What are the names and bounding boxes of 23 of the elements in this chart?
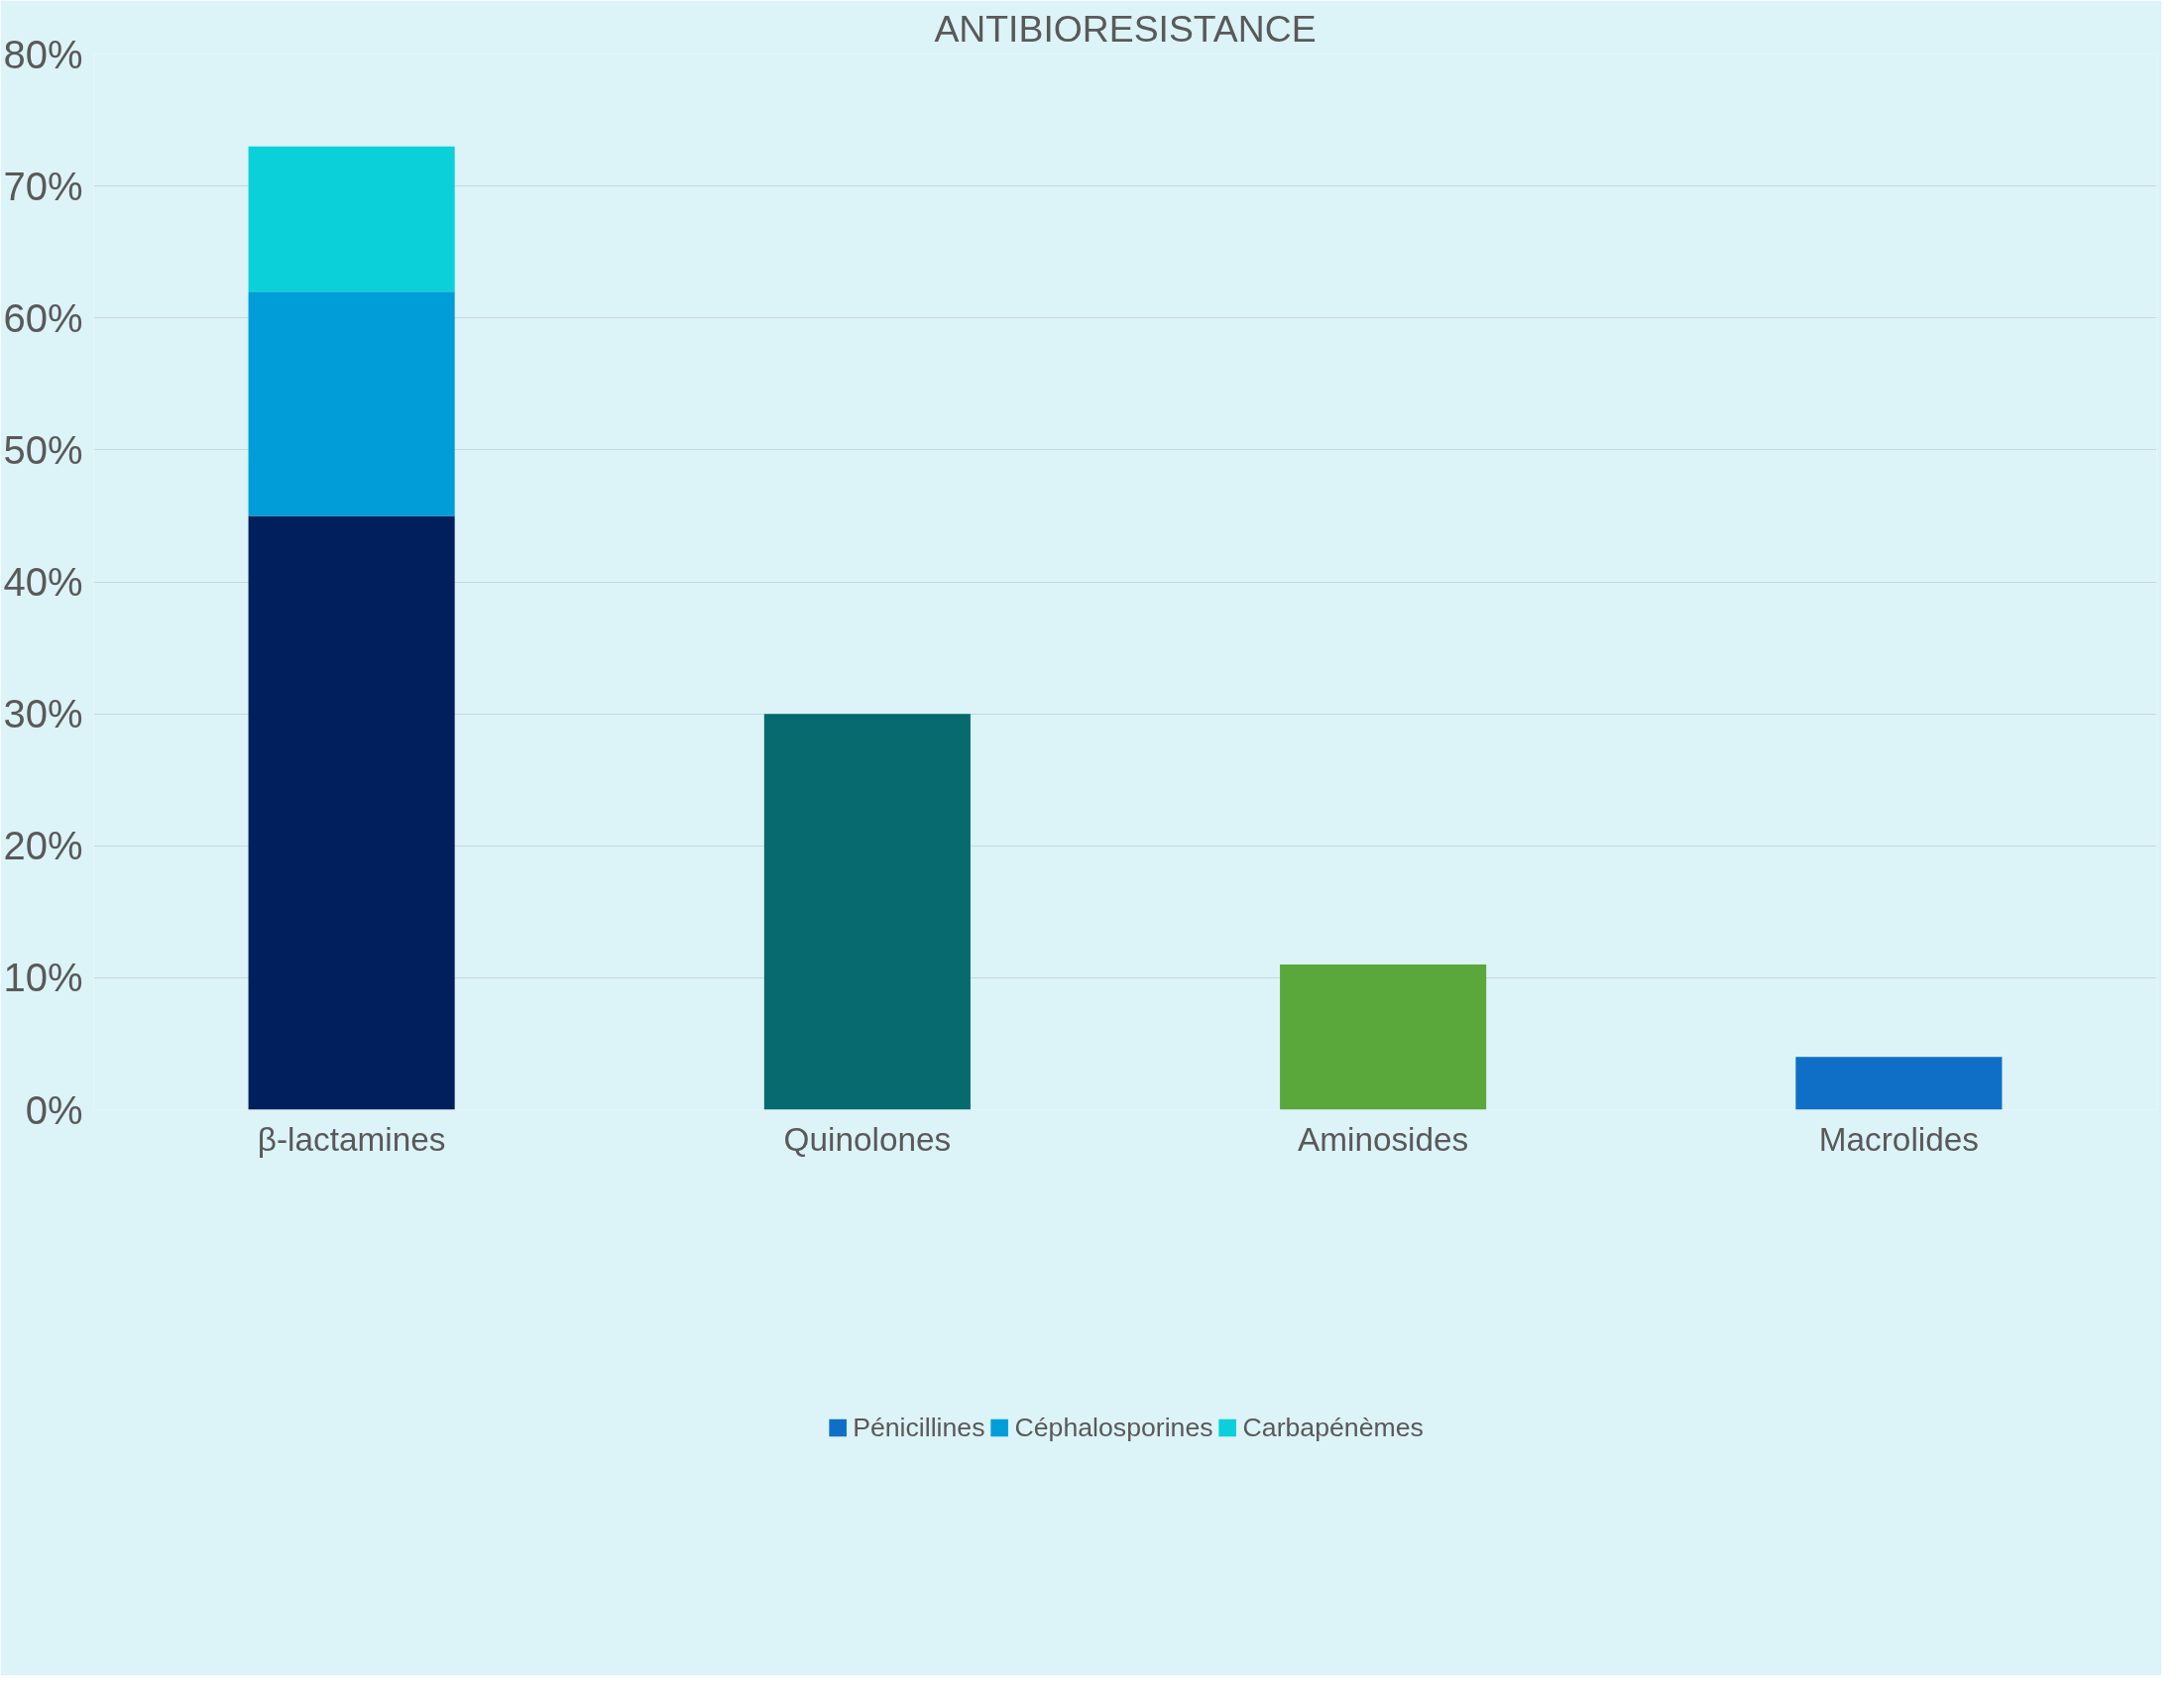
bar bbox=[763, 714, 971, 1110]
bar bbox=[248, 146, 455, 292]
y-tick-label: 70% bbox=[3, 164, 83, 208]
x-tick-label: Macrolides bbox=[1818, 1120, 1979, 1158]
x-tick-label: Quinolones bbox=[783, 1120, 952, 1158]
chart-title: ANTIBIORESISTANCE bbox=[934, 7, 1317, 50]
legend-label: Pénicillines bbox=[853, 1412, 985, 1443]
legend-label: Céphalosporines bbox=[1014, 1412, 1213, 1443]
bar bbox=[1795, 1057, 2003, 1110]
y-tick-label: 50% bbox=[3, 427, 83, 472]
y-tick-label: 30% bbox=[3, 692, 83, 736]
y-tick-label: 40% bbox=[3, 560, 83, 604]
x-tick-label: Aminosides bbox=[1297, 1120, 1469, 1158]
x-tick-label: β-lactamines bbox=[257, 1120, 446, 1158]
y-tick-label: 0% bbox=[25, 1087, 83, 1132]
y-tick-label: 20% bbox=[3, 824, 83, 868]
y-tick-label: 80% bbox=[3, 32, 83, 76]
y-tick-label: 60% bbox=[3, 295, 83, 340]
bar bbox=[248, 291, 455, 516]
bar bbox=[1280, 964, 1487, 1110]
bar bbox=[248, 515, 455, 1110]
legend-label: Carbapénèmes bbox=[1242, 1412, 1424, 1443]
y-tick-label: 10% bbox=[3, 956, 83, 1000]
